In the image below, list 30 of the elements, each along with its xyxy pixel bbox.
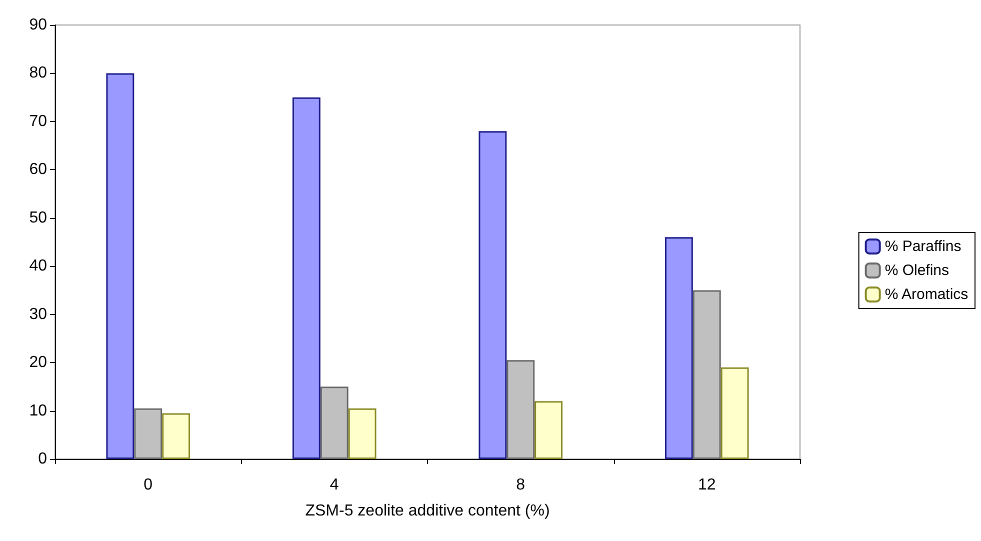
y-tick-label: 30 — [29, 306, 48, 323]
x-tick-label: 4 — [330, 476, 339, 494]
x-tick-label: 12 — [698, 476, 716, 494]
bar — [720, 367, 749, 459]
bar — [106, 73, 134, 459]
bar — [162, 413, 190, 459]
bar — [534, 401, 563, 459]
y-tick-label: 40 — [29, 258, 48, 275]
bar — [292, 97, 320, 459]
bar — [320, 386, 348, 459]
y-tick-label: 70 — [29, 112, 48, 130]
bar — [478, 131, 507, 459]
y-tick-label: 10 — [29, 402, 48, 420]
x-axis-title: ZSM-5 zeolite additive content (%) — [305, 502, 550, 520]
bar — [348, 408, 376, 459]
bar — [506, 360, 535, 459]
y-tick-label: 80 — [29, 64, 48, 82]
bar — [664, 237, 693, 459]
legend-label: % Aromatics — [884, 286, 968, 303]
y-tick-label: 0 — [38, 450, 48, 468]
x-tick-label: 8 — [516, 476, 526, 494]
bar — [134, 408, 162, 459]
legend-label: % Olefins — [884, 262, 950, 279]
x-tick-label: 0 — [144, 476, 153, 494]
y-tick-label: 60 — [29, 161, 48, 178]
y-tick-label: 50 — [29, 209, 48, 226]
y-tick-label: 90 — [29, 16, 48, 34]
legend-label: % Paraffins — [884, 238, 962, 255]
bar — [692, 290, 721, 459]
y-tick-label: 20 — [29, 354, 48, 372]
